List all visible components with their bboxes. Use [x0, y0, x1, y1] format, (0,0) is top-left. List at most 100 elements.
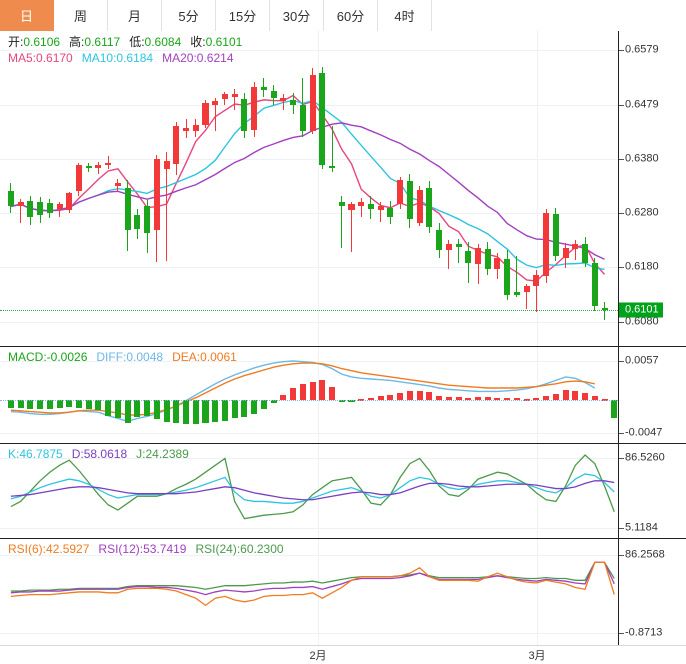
gridline: [0, 267, 618, 269]
candle-wick: [604, 301, 606, 320]
rsi-rsi6-line: [10, 561, 615, 607]
legend-label: K:: [8, 447, 20, 461]
macd-histogram-bar: [56, 400, 63, 409]
candle-body: [416, 190, 423, 223]
macd-histogram-bar: [231, 400, 238, 419]
legend-value: 0.6170: [36, 51, 73, 65]
legend-value: 0.6184: [116, 51, 154, 65]
legend-label: 开:: [8, 35, 24, 49]
candle-body: [75, 165, 82, 192]
candle-wick: [166, 152, 168, 261]
macd-histogram-bar: [85, 400, 92, 410]
candle-body: [484, 248, 491, 270]
macd-histogram-bar: [192, 400, 199, 424]
candle-wick: [350, 202, 352, 253]
axis-label: 5.1184: [625, 521, 658, 534]
rsi-panel[interactable]: 86.2568 -0.8713 RSI(6):42.5927 RSI(12):53.…: [0, 539, 686, 645]
price-plot-area[interactable]: [0, 31, 618, 346]
legend-value: 0.0061: [200, 350, 237, 364]
axis-label: -0.0047: [625, 426, 663, 439]
candle-body: [552, 214, 559, 257]
axis-label: 0.6280: [625, 206, 659, 219]
macd-histogram-bar: [319, 380, 326, 401]
macd-histogram-bar: [591, 395, 598, 401]
ma-line-MA20: [10, 122, 605, 260]
candle-body: [562, 247, 569, 258]
macd-histogram-bar: [465, 397, 472, 401]
gridline: [0, 633, 618, 634]
rsi-rsi24-line: [10, 561, 615, 592]
candle-body: [95, 165, 102, 169]
panel-divider-2: [0, 443, 686, 444]
legend-label: MA10:: [81, 51, 117, 65]
candle-body: [114, 182, 121, 186]
legend-value: 0.6106: [23, 35, 61, 49]
axis-label: 0.6579: [625, 43, 659, 56]
candle-body: [397, 180, 404, 205]
candle-body: [183, 128, 190, 132]
candle-body: [66, 193, 73, 210]
macd-histogram-bar: [299, 383, 306, 401]
ohlc-legend: 开:0.6106 高:0.6117 低:0.6084 收:0.6101: [8, 35, 251, 50]
macd-histogram-bar: [523, 399, 530, 401]
macd-histogram-bar: [533, 397, 540, 401]
legend-value: 46.7875: [19, 447, 63, 461]
tab-2[interactable]: 月: [108, 0, 162, 31]
last-price-flag: 0.6101: [619, 302, 663, 318]
legend-label: 低:: [129, 35, 145, 49]
kdj-plot-area[interactable]: [0, 444, 618, 538]
tab-label: 15分: [228, 9, 257, 24]
macd-panel[interactable]: 0.0057 -0.0047 MACD:-0.0026 DIFF:0.0048 DEA…: [0, 347, 686, 443]
macd-histogram-bar: [397, 392, 404, 401]
candle-body: [56, 204, 63, 209]
legend-label: MA5:: [8, 51, 37, 65]
tab-label: 5分: [178, 9, 199, 24]
candle-wick: [117, 179, 119, 193]
candle-body: [455, 244, 462, 247]
tab-1[interactable]: 周: [54, 0, 108, 31]
axis-label: 0.6479: [625, 98, 659, 111]
tab-3[interactable]: 5分: [162, 0, 216, 31]
price-chart-panel[interactable]: 0.6579 0.6479 0.6380 0.6280 0.6180 0.6080 开:0…: [0, 31, 686, 346]
tab-label: 周: [73, 9, 87, 24]
macd-histogram-bar: [241, 400, 248, 418]
axis-tick: [619, 458, 624, 459]
axis-label: -0.8713: [625, 626, 663, 639]
macd-plot-area[interactable]: [0, 347, 618, 443]
kdj-d-line: [10, 480, 615, 501]
candle-body: [543, 212, 550, 276]
panel-divider-3: [0, 538, 686, 539]
legend-value: 0.6214: [196, 51, 234, 65]
tab-label: 日: [19, 9, 33, 24]
macd-histogram-bar: [455, 397, 462, 401]
legend-label: DIFF:: [96, 350, 127, 364]
candle-body: [85, 166, 92, 169]
macd-histogram-bar: [543, 396, 550, 401]
tab-6[interactable]: 60分: [324, 0, 378, 31]
tab-7[interactable]: 4时: [378, 0, 432, 31]
tab-label: 4时: [394, 9, 415, 24]
macd-histogram-bar: [494, 397, 501, 401]
macd-histogram-bar: [416, 390, 423, 401]
candle-body: [523, 285, 530, 293]
gridline: [0, 50, 618, 52]
axis-tick: [619, 50, 624, 52]
month-gridline: [537, 347, 538, 443]
tab-0[interactable]: 日: [0, 0, 54, 31]
tab-4[interactable]: 15分: [216, 0, 270, 31]
macd-histogram-bar: [66, 400, 73, 408]
axis-label: 0.6080: [625, 315, 659, 328]
legend-label: MACD:: [8, 350, 47, 364]
rsi-plot-area[interactable]: [0, 539, 618, 645]
candle-body: [192, 124, 199, 132]
tab-5[interactable]: 30分: [270, 0, 324, 31]
panel-divider-1: [0, 346, 686, 347]
macd-histogram-bar: [251, 400, 258, 415]
candle-body: [202, 103, 209, 125]
macd-histogram-bar: [280, 394, 287, 401]
candle-body: [153, 158, 160, 231]
macd-histogram-bar: [163, 400, 170, 422]
kdj-panel[interactable]: 86.5260 5.1184 K:46.7875 D:58.0618 J:24.238…: [0, 444, 686, 538]
candle-body: [348, 204, 355, 210]
